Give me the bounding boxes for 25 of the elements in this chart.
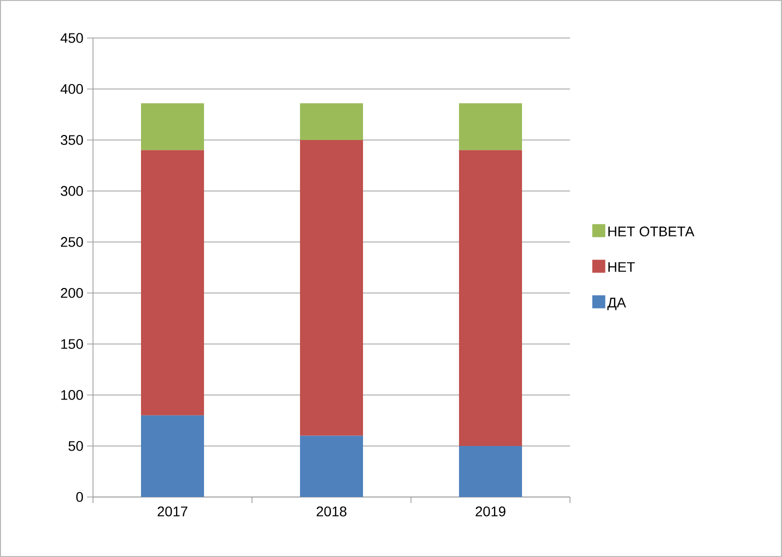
bar [459, 103, 522, 150]
y-tick-label: 0 [76, 492, 83, 502]
bar [300, 103, 364, 140]
x-tick-label: 2019 [476, 506, 506, 516]
bar [459, 150, 522, 446]
x-tick-label: 2018 [316, 506, 346, 516]
y-tick-label: 50 [68, 441, 83, 451]
y-tick-label: 100 [61, 390, 83, 400]
x-tick-label: 2017 [158, 506, 188, 516]
legend-label: ДА [607, 298, 626, 310]
y-tick-label: 200 [60, 288, 83, 298]
y-tick-label: 150 [61, 339, 83, 349]
y-tick-label: 400 [60, 84, 83, 94]
bar [141, 415, 204, 497]
y-tick-label: 350 [60, 135, 83, 145]
bar [141, 103, 204, 150]
y-tick-label: 450 [60, 33, 83, 43]
y-tick-label: 250 [60, 237, 83, 247]
bar [141, 150, 204, 416]
y-tick-label: 300 [60, 186, 83, 196]
bar [300, 436, 364, 497]
bar [300, 140, 364, 436]
legend-label: НЕТ [608, 262, 635, 272]
bar [459, 446, 522, 497]
legend-label: НЕТ ОТВЕТА [608, 226, 694, 236]
